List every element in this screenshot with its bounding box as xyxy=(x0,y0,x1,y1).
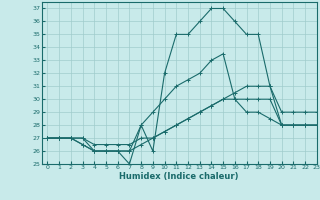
X-axis label: Humidex (Indice chaleur): Humidex (Indice chaleur) xyxy=(119,172,239,181)
